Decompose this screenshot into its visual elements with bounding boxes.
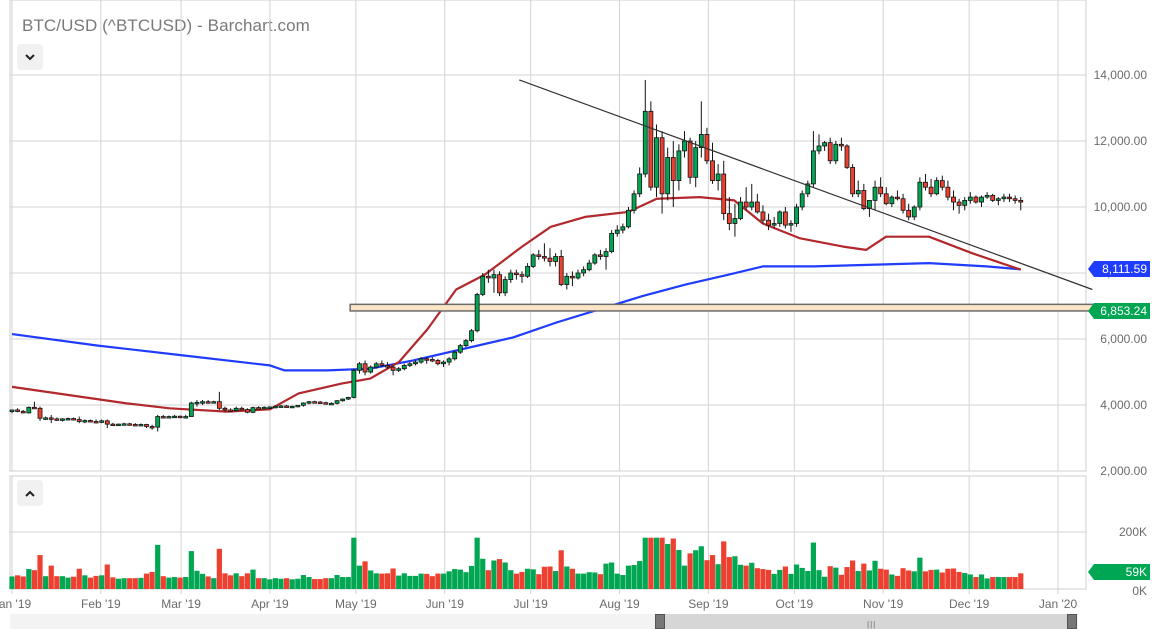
svg-text:59K: 59K [1126,565,1147,579]
value-badges: 8,111.59 6,853.24 59K [1088,261,1150,580]
svg-text:12,000.00: 12,000.00 [1094,134,1148,148]
svg-text:Oct '19: Oct '19 [776,597,814,611]
svg-text:6,000.00: 6,000.00 [1100,332,1147,346]
volume-bars [9,537,1024,589]
scroll-grip-icon: ||| [867,620,877,629]
svg-text:Jun '19: Jun '19 [426,597,465,611]
svg-text:Dec '19: Dec '19 [949,597,990,611]
svg-text:Jan '19: Jan '19 [0,597,31,611]
price-panel-frame [9,0,1087,472]
svg-text:2,000.00: 2,000.00 [1100,464,1147,478]
grid-lines [10,0,1086,594]
scroll-right-handle[interactable] [1067,614,1077,629]
svg-text:May '19: May '19 [335,597,377,611]
svg-text:6,853.24: 6,853.24 [1100,304,1147,318]
collapse-panel-button[interactable] [17,44,43,70]
chart-title: BTC/USD (^BTCUSD) - Barchart.com [22,16,310,35]
svg-text:14,000.00: 14,000.00 [1094,68,1148,82]
svg-text:Nov '19: Nov '19 [863,597,904,611]
support-zone [349,303,1102,312]
expand-volume-panel-button[interactable] [17,480,43,506]
svg-text:Feb '19: Feb '19 [81,597,121,611]
svg-text:Apr '19: Apr '19 [251,597,289,611]
svg-text:4,000.00: 4,000.00 [1100,398,1147,412]
volume-axis: 200K 0K [1119,525,1147,598]
scrollbar-thumb[interactable] [658,614,1072,629]
sma200-line [11,262,1021,372]
svg-text:Sep '19: Sep '19 [688,597,729,611]
svg-text:200K: 200K [1119,525,1147,539]
date-axis: Jan '19 Feb '19 Mar '19 Apr '19 May '19 Jun '… [0,597,1077,611]
svg-text:0K: 0K [1132,584,1147,598]
svg-text:Mar '19: Mar '19 [161,597,201,611]
svg-text:Jul '19: Jul '19 [514,597,549,611]
chevron-down-icon [25,53,35,60]
scroll-left-handle[interactable] [655,614,665,629]
svg-text:Aug '19: Aug '19 [599,597,640,611]
candlesticks [9,79,1024,432]
chevron-up-icon [25,490,35,497]
svg-text:Jan '20: Jan '20 [1039,597,1078,611]
trendline [519,79,1093,291]
svg-text:8,111.59: 8,111.59 [1102,262,1147,276]
svg-text:10,000.00: 10,000.00 [1094,200,1148,214]
